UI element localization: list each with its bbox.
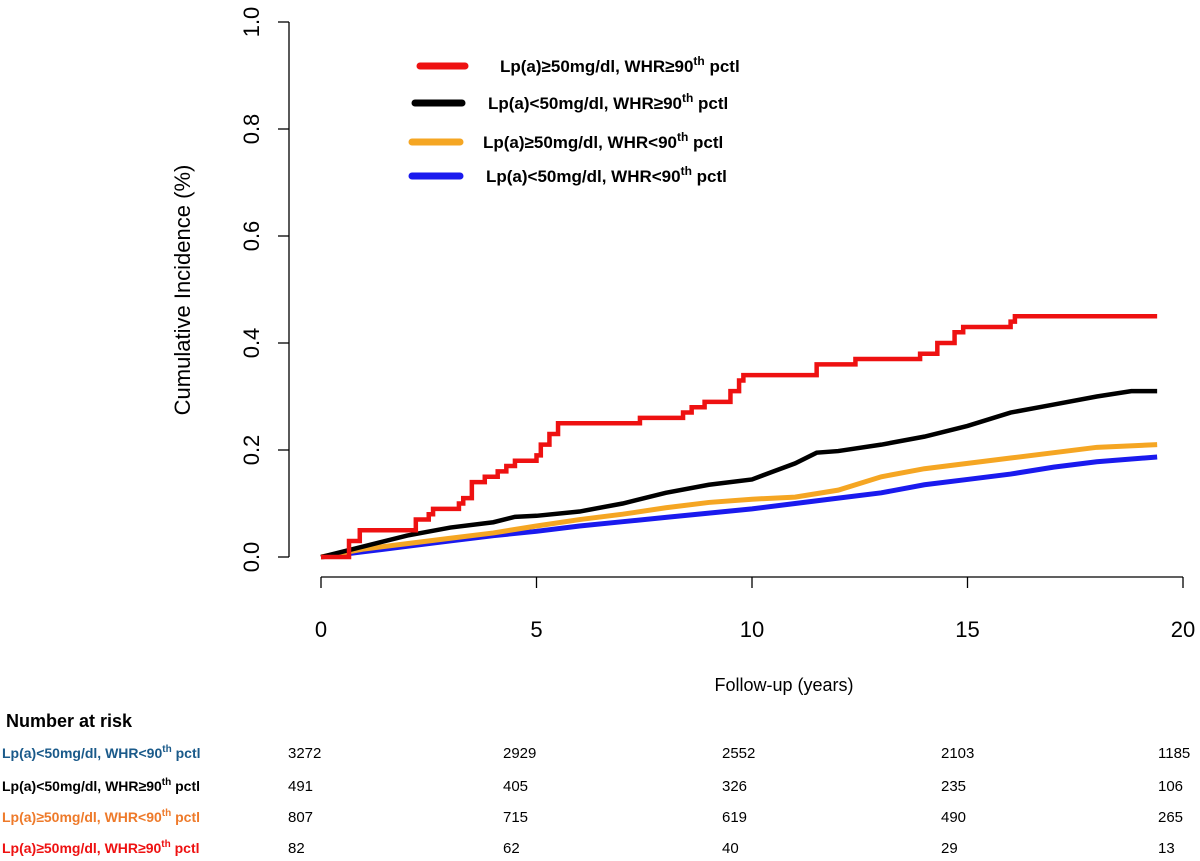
- legend-label: Lp(a)≥50mg/dl, WHR<90th pctl: [483, 130, 723, 152]
- x-tick-label: 5: [530, 617, 542, 642]
- number-at-risk-table: Number at risk Lp(a)<50mg/dl, WHR<90th pc…: [2, 711, 1190, 857]
- risk-row-label: Lp(a)≥50mg/dl, WHR≥90th pctl: [2, 839, 200, 856]
- number-at-risk-title: Number at risk: [6, 711, 133, 731]
- y-tick-label: 0.6: [239, 221, 264, 252]
- y-tick-label: 1.0: [239, 7, 264, 38]
- series-line: [320, 454, 1158, 560]
- risk-value: 29: [941, 840, 958, 857]
- y-tick-label: 0.8: [239, 114, 264, 145]
- x-tick-label: 10: [740, 617, 764, 642]
- x-axis-title: Follow-up (years): [714, 675, 853, 695]
- risk-value: 265: [1158, 809, 1183, 826]
- series-lines: [320, 314, 1158, 560]
- risk-value: 326: [722, 778, 747, 795]
- risk-value: 82: [288, 840, 305, 857]
- y-tick-label: 0.0: [239, 542, 264, 573]
- risk-value: 235: [941, 778, 966, 795]
- x-tick-label: 20: [1171, 617, 1195, 642]
- risk-row-label: Lp(a)<50mg/dl, WHR<90th pctl: [2, 744, 201, 761]
- risk-value: 1185: [1158, 745, 1190, 762]
- risk-value: 62: [503, 840, 520, 857]
- legend-label: Lp(a)≥50mg/dl, WHR≥90th pctl: [500, 54, 740, 76]
- legend-label: Lp(a)<50mg/dl, WHR<90th pctl: [486, 164, 727, 186]
- series-line: [320, 442, 1158, 560]
- risk-value: 2929: [503, 745, 536, 762]
- risk-value: 490: [941, 809, 966, 826]
- risk-value: 807: [288, 809, 313, 826]
- risk-value: 2552: [722, 745, 755, 762]
- risk-value: 13: [1158, 840, 1175, 857]
- x-tick-label: 0: [315, 617, 327, 642]
- y-tick-label: 0.4: [239, 328, 264, 359]
- risk-row-label: Lp(a)<50mg/dl, WHR≥90th pctl: [2, 777, 200, 794]
- y-tick-label: 0.2: [239, 435, 264, 466]
- series-line: [320, 388, 1158, 560]
- risk-value: 3272: [288, 745, 321, 762]
- legend: Lp(a)≥50mg/dl, WHR≥90th pctl Lp(a)<50mg/d…: [408, 54, 740, 186]
- risk-value: 2103: [941, 745, 974, 762]
- legend-label: Lp(a)<50mg/dl, WHR≥90th pctl: [488, 91, 728, 113]
- risk-value: 40: [722, 840, 739, 857]
- risk-value: 619: [722, 809, 747, 826]
- risk-row-label: Lp(a)≥50mg/dl, WHR<90th pctl: [2, 808, 200, 825]
- risk-value: 405: [503, 778, 528, 795]
- y-axis-title: Cumulative Incidence (%): [170, 165, 195, 416]
- risk-value: 491: [288, 778, 313, 795]
- axes: 0.0 0.2 0.4 0.6 0.8 1.0 0 5 10 15 20 Cumulative Inc…: [170, 7, 1195, 695]
- risk-value: 106: [1158, 778, 1183, 795]
- risk-value: 715: [503, 809, 528, 826]
- series-line: [321, 314, 1158, 560]
- x-tick-label: 15: [955, 617, 979, 642]
